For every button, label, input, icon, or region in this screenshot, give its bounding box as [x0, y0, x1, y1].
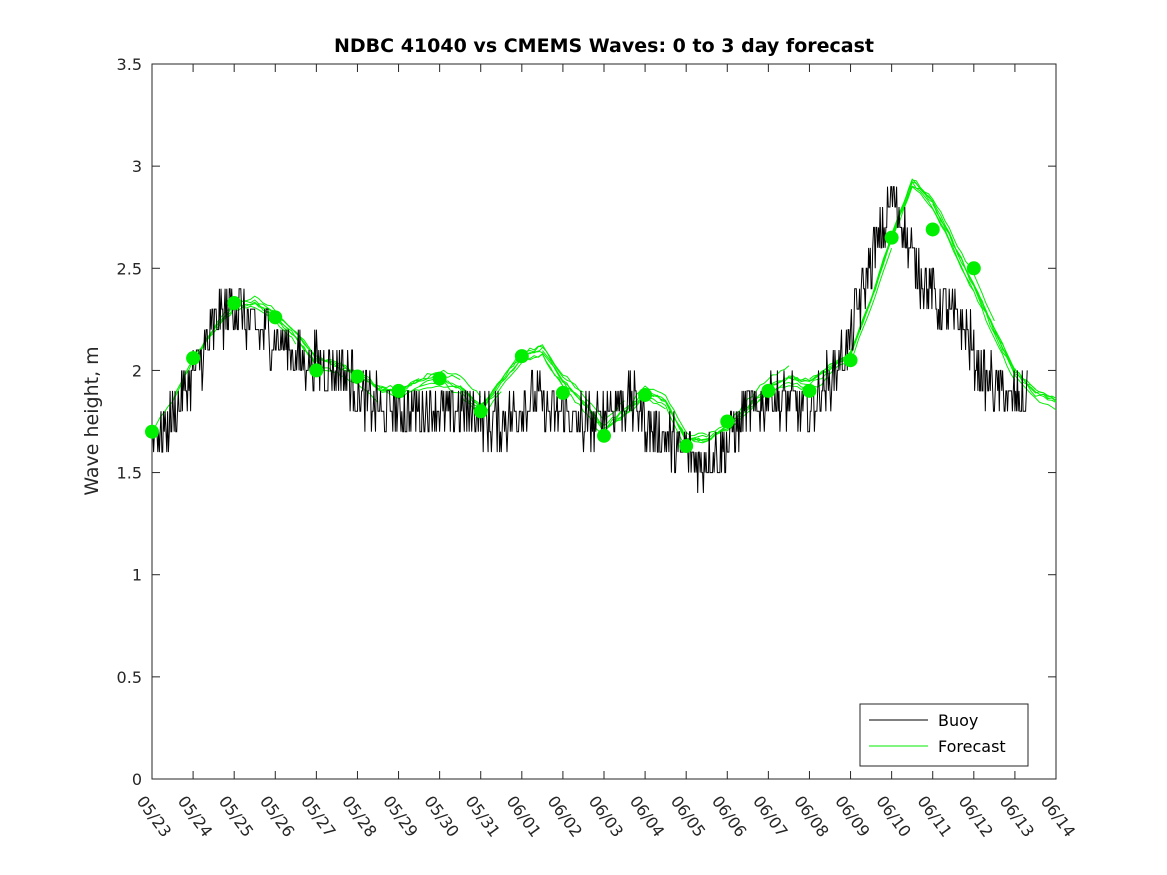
forecast-line — [891, 185, 1016, 381]
forecast-line — [480, 353, 605, 439]
y-tick-label: 3 — [132, 157, 142, 176]
forecast-marker — [391, 383, 406, 398]
forecast-marker — [761, 383, 776, 398]
y-tick-label: 0.5 — [117, 668, 142, 687]
y-tick-label: 1 — [132, 566, 142, 585]
forecast-marker — [720, 414, 735, 429]
forecast-marker — [432, 371, 447, 386]
y-tick-label: 2.5 — [117, 259, 142, 278]
y-axis: 0 0.5 1 1.5 2 2.5 3 3.5 — [117, 55, 1056, 789]
forecast-marker — [145, 424, 159, 439]
forecast-marker — [925, 222, 940, 237]
buoy-line — [152, 186, 1028, 494]
forecast-marker — [843, 353, 858, 368]
forecast-line — [973, 284, 1057, 403]
y-tick-label: 1.5 — [117, 464, 142, 483]
forecast-marker — [555, 385, 570, 400]
legend-label-buoy: Buoy — [938, 711, 978, 730]
forecast-marker — [309, 363, 324, 378]
forecast-line — [357, 369, 482, 398]
forecast-marker — [473, 404, 488, 419]
forecast-marker — [268, 310, 283, 325]
forecast-marker — [227, 296, 242, 311]
chart-title: NDBC 41040 vs CMEMS Waves: 0 to 3 day fo… — [334, 35, 874, 57]
forecast-marker — [966, 261, 981, 276]
forecast-marker — [802, 383, 817, 398]
y-tick-label: 2 — [132, 361, 142, 380]
forecast-marker — [638, 387, 653, 402]
y-tick-label: 3.5 — [117, 55, 142, 74]
forecast-line — [952, 242, 1057, 411]
series-layer — [145, 178, 1057, 494]
forecast-marker — [514, 349, 529, 364]
forecast-line — [726, 354, 851, 429]
y-tick-label: 0 — [132, 770, 142, 789]
forecast-line — [398, 362, 523, 412]
forecast-marker — [884, 230, 899, 245]
legend-label-forecast: Forecast — [938, 737, 1006, 756]
forecast-marker — [597, 428, 611, 443]
forecast-marker — [679, 439, 694, 454]
legend-box — [859, 703, 1029, 767]
forecast-marker — [350, 369, 365, 384]
forecast-marker — [186, 351, 201, 366]
legend: Buoy Forecast — [859, 703, 1029, 767]
y-axis-label: Wave height, m — [81, 346, 103, 495]
forecast-line — [686, 381, 810, 444]
